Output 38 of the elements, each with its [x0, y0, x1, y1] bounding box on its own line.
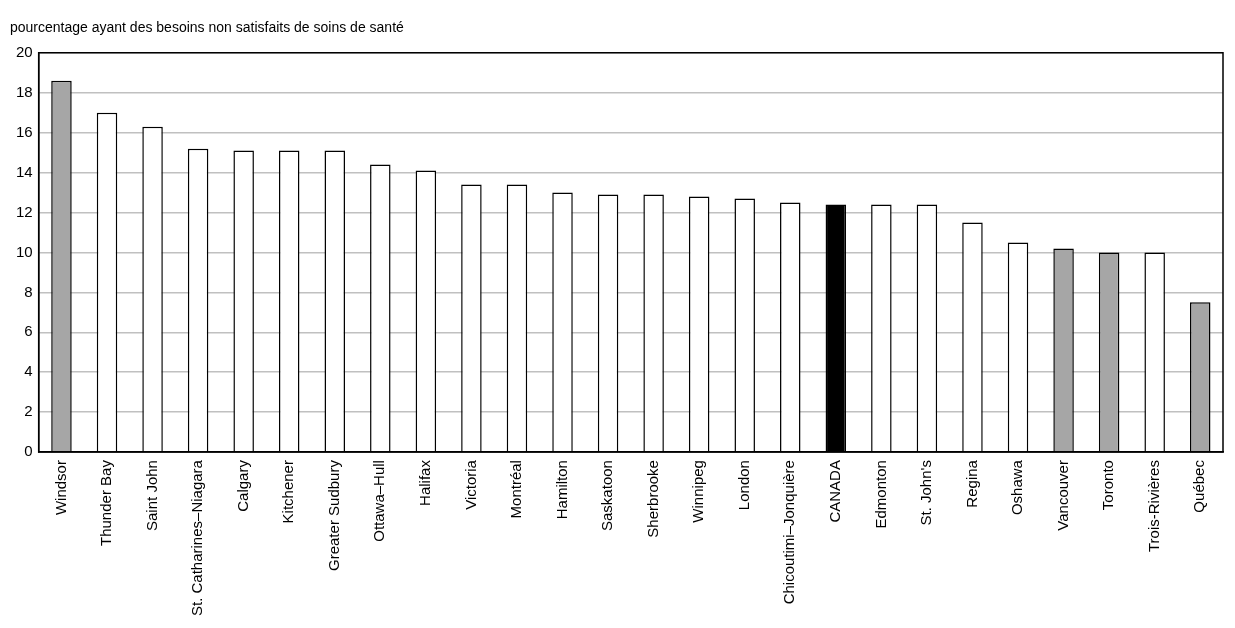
- x-tick-label: Hamilton: [552, 460, 570, 520]
- x-tick-label: Saskatoon: [598, 460, 616, 531]
- x-tick-label: Trois-Rivières: [1144, 460, 1162, 553]
- y-tick-label: 18: [16, 82, 33, 100]
- x-tick-label: Halifax: [416, 459, 434, 506]
- y-tick-label: 10: [16, 242, 33, 260]
- x-tick-label: St. John's: [917, 460, 935, 526]
- x-tick-label: Ottawa–Hull: [370, 460, 388, 542]
- x-tick-label: Oshawa: [1008, 459, 1026, 516]
- y-tick-label: 0: [24, 442, 33, 460]
- x-tick-label: London: [734, 460, 752, 511]
- x-tick-label: Winnipeg: [689, 460, 707, 523]
- x-tick-label: Sherbrooke: [643, 460, 661, 538]
- y-tick-label: 4: [24, 362, 33, 380]
- y-tick-label: 16: [16, 122, 33, 140]
- y-tick-label: 14: [16, 162, 33, 180]
- x-tick-label: St. Catharines–Niagara: [188, 459, 206, 616]
- x-tick-label: Victoria: [461, 459, 479, 510]
- x-tick-label: Chicoutimi–Jonquière: [780, 460, 798, 605]
- x-tick-label: Thunder Bay: [97, 459, 115, 546]
- y-tick-label: 12: [16, 202, 33, 220]
- y-tick-label: 20: [16, 42, 33, 60]
- x-tick-label: Toronto: [1099, 460, 1117, 511]
- y-tick-label: 8: [24, 282, 33, 300]
- x-tick-label: CANADA: [825, 460, 843, 523]
- x-tick-label: Québec: [1190, 459, 1208, 513]
- chart-title: pourcentage ayant des besoins non satisfaits de soins de santé: [10, 19, 405, 36]
- x-tick-label: Montréal: [507, 460, 525, 519]
- y-tick-label: 6: [24, 322, 33, 340]
- y-tick-label: 2: [24, 402, 33, 420]
- x-tick-label: Regina: [962, 459, 980, 508]
- x-tick-label: Edmonton: [871, 460, 889, 529]
- x-tick-label: Greater Sudbury: [324, 459, 342, 571]
- x-tick-label: Windsor: [51, 460, 69, 516]
- x-tick-label: Vancouver: [1053, 460, 1071, 531]
- x-tick-label: Saint John: [142, 460, 160, 531]
- x-tick-label: Kitchener: [279, 460, 297, 524]
- x-tick-label: Calgary: [233, 459, 251, 512]
